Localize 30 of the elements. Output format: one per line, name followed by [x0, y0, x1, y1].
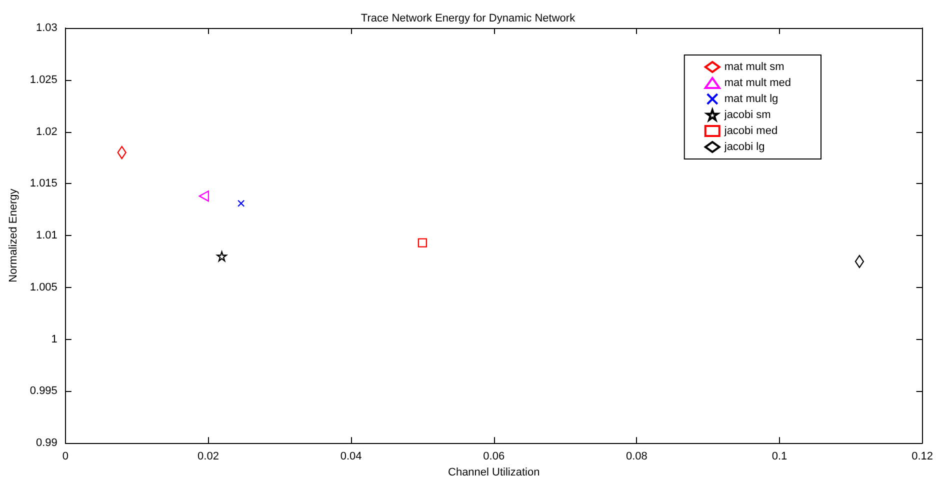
point	[216, 251, 227, 262]
y-tick-label: 1.02	[36, 126, 58, 138]
legend-label: jacobi sm	[723, 109, 771, 121]
point	[198, 190, 210, 202]
x-axis-title: Channel Utilization	[448, 466, 540, 478]
y-tick-label: 1.005	[30, 281, 58, 294]
chart-title: Trace Network Energy for Dynamic Network	[360, 12, 576, 24]
legend-label: mat mult lg	[724, 93, 778, 105]
x-tick-label: 0.08	[626, 450, 648, 463]
point	[237, 200, 245, 207]
y-tick-label: 0.995	[30, 385, 58, 398]
x-tick-label: 0.06	[483, 450, 505, 463]
y-tick-label: 0.99	[36, 437, 58, 450]
x-tick-label: 0.04	[340, 450, 362, 463]
x-tick-label: 0.02	[198, 450, 219, 463]
y-tick-label: 1.03	[36, 22, 58, 34]
x-tick-label: 0.1	[772, 450, 788, 463]
y-tick-label: 1.015	[30, 178, 58, 190]
legend-label: jacobi lg	[723, 141, 765, 153]
point	[854, 254, 864, 268]
x-tick-label: 0	[62, 450, 68, 463]
y-tick-label: 1.025	[30, 74, 58, 86]
legend-label: jacobi med	[723, 125, 778, 137]
legend-label: mat mult sm	[724, 61, 784, 73]
y-axis-title: Normalized Energy	[8, 188, 20, 282]
y-tick-label: 1	[51, 333, 58, 346]
x-tick-label: 0.12	[912, 450, 934, 463]
legend-label: mat mult med	[724, 77, 792, 89]
point	[418, 238, 428, 248]
y-tick-label: 1.01	[36, 230, 58, 242]
